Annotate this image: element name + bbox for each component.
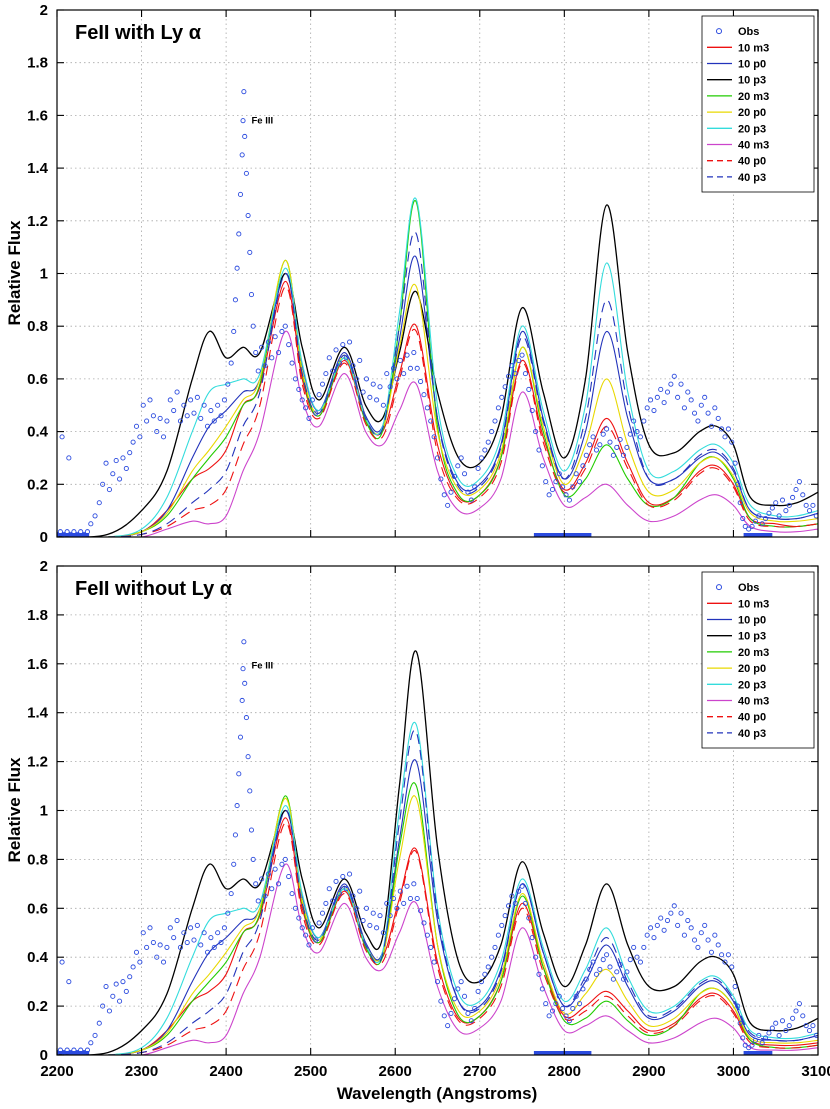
svg-text:40 p0: 40 p0 xyxy=(738,156,766,168)
svg-text:2: 2 xyxy=(40,2,48,19)
svg-text:20 p0: 20 p0 xyxy=(738,663,766,675)
svg-text:1.8: 1.8 xyxy=(27,55,48,72)
svg-text:Obs: Obs xyxy=(738,26,759,38)
svg-text:40 m3: 40 m3 xyxy=(738,696,769,708)
svg-text:1.4: 1.4 xyxy=(27,160,49,177)
svg-text:10 m3: 10 m3 xyxy=(738,42,769,54)
bottom-panel-chart: 0 0.2 0.4 0.6 0.8 1 1.2 1.4 1.6 1.8 2 2200 2300 2400 2… xyxy=(0,556,830,1109)
svg-text:2900: 2900 xyxy=(632,1063,665,1080)
svg-text:0: 0 xyxy=(40,529,48,546)
top-panel-chart: 0 0.2 0.4 0.6 0.8 1 1.2 1.4 1.6 1.8 2 Fe III Obs 10 m… xyxy=(27,2,819,546)
svg-text:3100: 3100 xyxy=(801,1063,830,1080)
svg-text:1.2: 1.2 xyxy=(27,213,48,230)
svg-text:0.8: 0.8 xyxy=(27,851,48,868)
svg-text:1: 1 xyxy=(40,803,48,820)
svg-text:2600: 2600 xyxy=(379,1063,412,1080)
svg-text:0: 0 xyxy=(40,1047,48,1064)
svg-text:0.6: 0.6 xyxy=(27,371,48,388)
svg-text:Fe III: Fe III xyxy=(251,661,273,672)
svg-text:1: 1 xyxy=(40,266,48,283)
svg-text:40 p0: 40 p0 xyxy=(738,712,766,724)
svg-text:40 p3: 40 p3 xyxy=(738,728,766,740)
svg-text:20 p0: 20 p0 xyxy=(738,107,766,119)
svg-text:Fe III: Fe III xyxy=(251,115,273,126)
svg-text:10 p3: 10 p3 xyxy=(738,631,766,643)
svg-text:1.6: 1.6 xyxy=(27,656,48,673)
svg-text:2800: 2800 xyxy=(548,1063,581,1080)
svg-text:2700: 2700 xyxy=(463,1063,496,1080)
svg-text:2400: 2400 xyxy=(209,1063,242,1080)
svg-text:20 p3: 20 p3 xyxy=(738,123,766,135)
svg-text:1.4: 1.4 xyxy=(27,705,49,722)
svg-text:0.2: 0.2 xyxy=(27,476,48,493)
svg-text:Obs: Obs xyxy=(738,582,759,594)
svg-text:20 p3: 20 p3 xyxy=(738,679,766,691)
svg-text:0.2: 0.2 xyxy=(27,998,48,1015)
svg-text:2200: 2200 xyxy=(40,1063,73,1080)
svg-text:10 p0: 10 p0 xyxy=(738,615,766,627)
svg-text:2300: 2300 xyxy=(125,1063,158,1080)
svg-text:0.4: 0.4 xyxy=(27,949,49,966)
svg-text:10 m3: 10 m3 xyxy=(738,598,769,610)
svg-text:20 m3: 20 m3 xyxy=(738,91,769,103)
svg-text:2500: 2500 xyxy=(294,1063,327,1080)
svg-text:10 p0: 10 p0 xyxy=(738,59,766,71)
svg-text:0.6: 0.6 xyxy=(27,900,48,917)
svg-text:20 m3: 20 m3 xyxy=(738,647,769,659)
svg-text:2: 2 xyxy=(40,558,48,575)
svg-text:10 p3: 10 p3 xyxy=(738,75,766,87)
svg-text:0.4: 0.4 xyxy=(27,424,49,441)
svg-text:1.6: 1.6 xyxy=(27,107,48,124)
svg-text:3000: 3000 xyxy=(717,1063,750,1080)
svg-text:1.2: 1.2 xyxy=(27,754,48,771)
svg-text:0.8: 0.8 xyxy=(27,318,48,335)
svg-text:40 m3: 40 m3 xyxy=(738,140,769,152)
svg-text:40 p3: 40 p3 xyxy=(738,172,766,184)
svg-text:1.8: 1.8 xyxy=(27,607,48,624)
